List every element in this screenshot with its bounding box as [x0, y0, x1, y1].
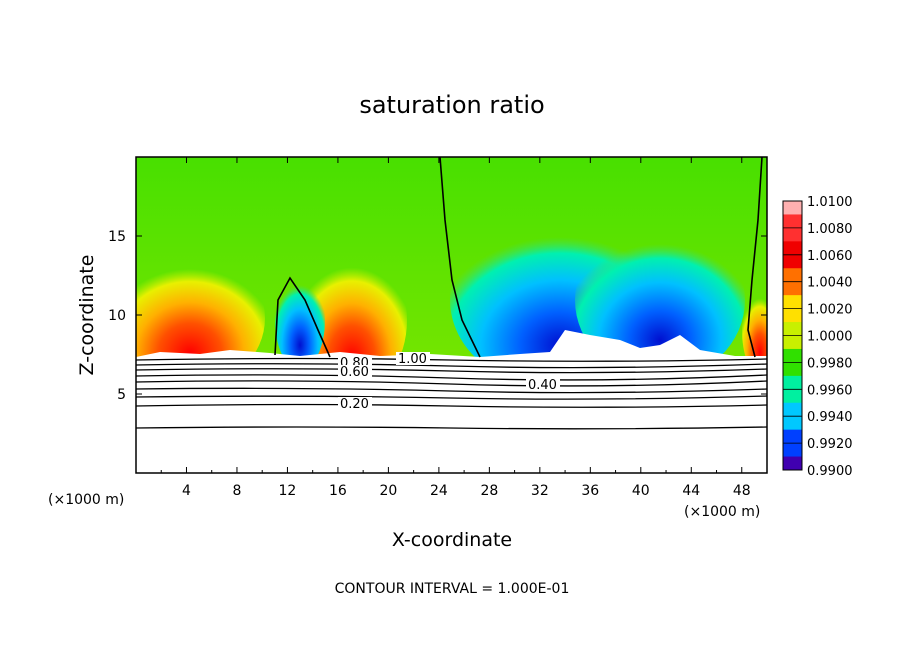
colorbar-band	[783, 201, 802, 215]
x-axis-ticks: 4 8 12 16 20 24 28 32 36 40 44 48	[160, 157, 751, 499]
contour-label: 0.40	[528, 378, 557, 393]
lower-contours	[136, 357, 767, 430]
colorbar-band	[783, 295, 802, 310]
x-tick-label: 12	[279, 483, 297, 499]
y-axis-label: Z-coordinate	[76, 255, 98, 376]
x-tick-label: 36	[581, 483, 599, 499]
contour-label-bg	[396, 352, 430, 365]
y-tick-label: 5	[117, 387, 126, 403]
contour-label-bg	[338, 397, 372, 410]
colorbar-band	[783, 227, 802, 242]
colorbar-band	[783, 335, 802, 350]
y-axis-ticks: 5 10 15	[108, 229, 767, 403]
x-tick-label: 40	[632, 483, 650, 499]
x-tick-label: 16	[329, 483, 347, 499]
colorbar: 1.0100 1.0080 1.0060 1.0040 1.0020 1.0000 0.99…	[782, 195, 853, 479]
colorbar-label: 0.9940	[807, 410, 853, 425]
colorbar-band	[783, 416, 802, 431]
x-tick-label: 24	[430, 483, 448, 499]
colorbar-label: 1.0100	[807, 195, 853, 210]
colorbar-band	[783, 241, 802, 256]
x-tick-label: 28	[480, 483, 498, 499]
x-unit-right: (×1000 m)	[684, 504, 760, 520]
colorbar-band	[783, 429, 802, 444]
lower-white-band	[136, 330, 767, 473]
colorbar-band	[783, 402, 802, 417]
x-tick-label: 48	[733, 483, 751, 499]
x-tick-label: 44	[682, 483, 700, 499]
colorbar-band	[783, 322, 802, 336]
shaded-field	[136, 157, 767, 473]
colorbar-band	[783, 308, 802, 323]
contour-label: 0.20	[340, 397, 369, 412]
x-tick-label: 20	[379, 483, 397, 499]
colorbar-band	[783, 375, 802, 390]
colorbar-label: 0.9980	[807, 356, 853, 371]
colorbar-band	[783, 362, 802, 377]
y-tick-label: 15	[108, 229, 126, 245]
contour-label-bg	[526, 378, 560, 391]
colorbar-label: 1.0080	[807, 222, 853, 237]
colorbar-label: 1.0020	[807, 303, 853, 318]
colorbar-band	[783, 389, 802, 404]
colorbar-label: 1.0060	[807, 249, 853, 264]
contour-label: 0.60	[340, 365, 369, 380]
warm-plume-right	[742, 285, 767, 375]
x-axis-label: X-coordinate	[392, 529, 512, 551]
colorbar-label: 1.0000	[807, 330, 853, 345]
colorbar-band	[783, 214, 802, 229]
colorbar-band	[783, 281, 802, 296]
chart-title: saturation ratio	[359, 91, 544, 119]
x-tick-label: 8	[232, 483, 241, 499]
contour-boundary-right	[747, 157, 763, 358]
y-tick-label: 10	[108, 308, 126, 324]
colorbar-label: 0.9960	[807, 383, 853, 398]
x-tick-label: 4	[182, 483, 191, 499]
cool-region-narrow	[275, 270, 325, 370]
colorbar-band	[783, 268, 802, 283]
colorbar-band	[783, 348, 802, 363]
contour-label: 1.00	[398, 352, 427, 367]
colorbar-label: 0.9920	[807, 437, 853, 452]
colorbar-band	[783, 443, 802, 458]
contour-boundary-mid	[439, 157, 481, 358]
contour-interval-note: CONTOUR INTERVAL = 1.000E-01	[335, 581, 570, 597]
contour-boundary-left	[274, 276, 331, 358]
x-tick-label: 32	[531, 483, 549, 499]
x-unit-left: (×1000 m)	[48, 492, 124, 508]
contour-label-group: 0.80 1.000.600.400.20	[338, 352, 560, 412]
contour-label-bg	[338, 365, 372, 378]
colorbar-band	[783, 254, 802, 269]
colorbar-band	[783, 456, 802, 471]
colorbar-label: 0.9900	[807, 464, 853, 479]
colorbar-label: 1.0040	[807, 276, 853, 291]
